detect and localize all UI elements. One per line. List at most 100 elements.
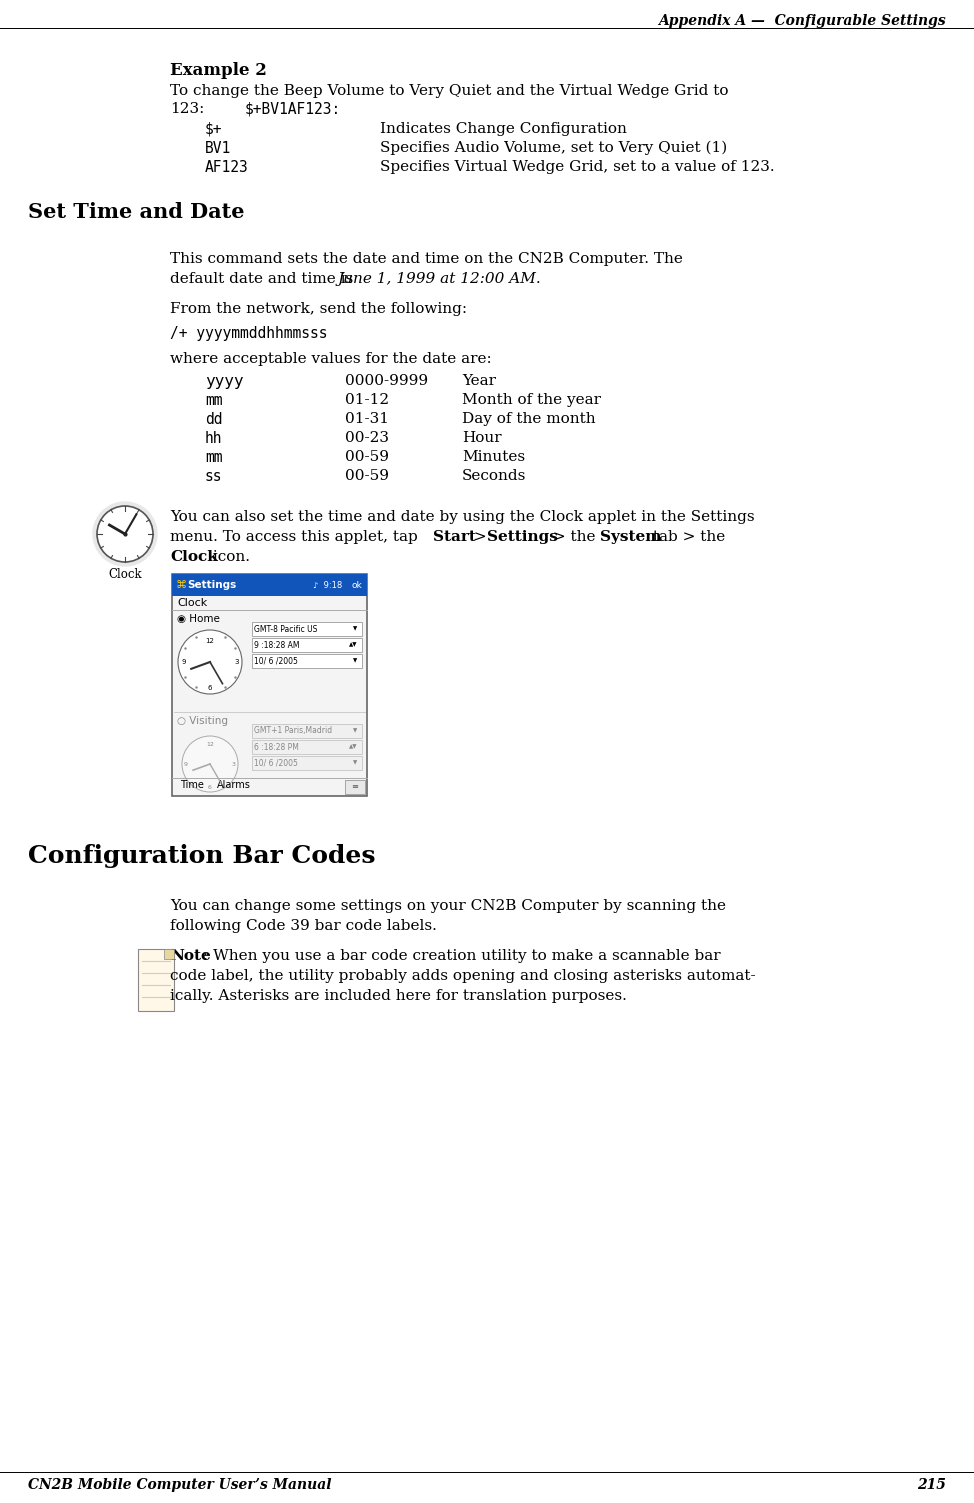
- Bar: [252, 739, 362, 755]
- Text: ically. Asterisks are included here for translation purposes.: ically. Asterisks are included here for …: [170, 989, 627, 1003]
- Text: 01-31: 01-31: [345, 412, 389, 425]
- Text: 9: 9: [184, 762, 188, 767]
- Text: From the network, send the following:: From the network, send the following:: [170, 302, 468, 316]
- Bar: [345, 780, 365, 794]
- Text: Day of the month: Day of the month: [462, 412, 596, 425]
- Text: Settings: Settings: [187, 580, 237, 591]
- Text: Seconds: Seconds: [462, 469, 526, 482]
- Text: $+: $+: [205, 122, 222, 137]
- Text: ss: ss: [205, 469, 222, 484]
- Text: Clock: Clock: [108, 568, 142, 582]
- Text: Example 2: Example 2: [170, 62, 267, 80]
- Text: BV1: BV1: [205, 141, 231, 156]
- Text: 12: 12: [206, 742, 214, 747]
- Bar: [252, 622, 362, 636]
- Text: default date and time is: default date and time is: [170, 272, 358, 286]
- Text: hh: hh: [205, 431, 222, 446]
- Text: ◉ Home: ◉ Home: [177, 615, 220, 624]
- Polygon shape: [164, 948, 174, 959]
- Text: 10/ 6 /2005: 10/ 6 /2005: [254, 657, 298, 666]
- Text: ok: ok: [352, 580, 362, 589]
- Text: ▼: ▼: [353, 658, 357, 663]
- Text: tab > the: tab > the: [648, 531, 726, 544]
- Text: System: System: [600, 531, 661, 544]
- Text: To change the Beep Volume to Very Quiet and the Virtual Wedge Grid to: To change the Beep Volume to Very Quiet …: [170, 84, 729, 98]
- Text: > the: > the: [548, 531, 600, 544]
- Text: 6 :18:28 PM: 6 :18:28 PM: [254, 742, 299, 752]
- Text: 00-59: 00-59: [345, 469, 389, 482]
- Text: 10/ 6 /2005: 10/ 6 /2005: [254, 759, 298, 768]
- Text: : When you use a bar code creation utility to make a scannable bar: : When you use a bar code creation utili…: [203, 948, 721, 963]
- Text: Start: Start: [433, 531, 476, 544]
- Bar: [138, 948, 174, 1012]
- Text: Configuration Bar Codes: Configuration Bar Codes: [28, 845, 376, 869]
- Text: GMT+1 Paris,Madrid: GMT+1 Paris,Madrid: [254, 726, 332, 735]
- Text: >: >: [469, 531, 492, 544]
- Text: 6: 6: [207, 685, 212, 691]
- Circle shape: [93, 502, 157, 567]
- Text: AF123: AF123: [205, 159, 248, 174]
- Text: Settings: Settings: [487, 531, 558, 544]
- Text: 01-12: 01-12: [345, 392, 390, 407]
- Text: yyyy: yyyy: [205, 374, 244, 389]
- Text: 3: 3: [232, 762, 236, 767]
- Text: ▲▼: ▲▼: [349, 642, 357, 648]
- Text: menu. To access this applet, tap: menu. To access this applet, tap: [170, 531, 423, 544]
- Bar: [172, 574, 367, 797]
- Text: /+ yyyymmddhhmmsss: /+ yyyymmddhhmmsss: [170, 326, 327, 341]
- Text: 9: 9: [181, 658, 185, 664]
- Text: Set Time and Date: Set Time and Date: [28, 201, 244, 222]
- Text: GMT-8 Pacific US: GMT-8 Pacific US: [254, 625, 318, 633]
- Text: Alarms: Alarms: [217, 780, 251, 791]
- Circle shape: [178, 630, 242, 694]
- Text: code label, the utility probably adds opening and closing asterisks automat-: code label, the utility probably adds op…: [170, 969, 756, 983]
- Text: 00-59: 00-59: [345, 449, 389, 464]
- Bar: [172, 574, 367, 597]
- Text: Clock: Clock: [170, 550, 218, 564]
- Text: where acceptable values for the date are:: where acceptable values for the date are…: [170, 352, 492, 367]
- Bar: [252, 637, 362, 652]
- Text: Clock: Clock: [177, 598, 207, 609]
- Text: ♪  9:18: ♪ 9:18: [313, 580, 342, 589]
- Text: ≡: ≡: [352, 783, 358, 792]
- Text: 3: 3: [235, 658, 239, 664]
- Bar: [252, 654, 362, 667]
- Text: Year: Year: [462, 374, 496, 388]
- Text: 0000-9999: 0000-9999: [345, 374, 429, 388]
- Text: Hour: Hour: [462, 431, 502, 445]
- Text: icon.: icon.: [208, 550, 250, 564]
- Text: This command sets the date and time on the CN2B Computer. The: This command sets the date and time on t…: [170, 253, 683, 266]
- Text: You can change some settings on your CN2B Computer by scanning the: You can change some settings on your CN2…: [170, 899, 726, 912]
- Text: Appendix A —  Configurable Settings: Appendix A — Configurable Settings: [658, 14, 946, 29]
- Text: June 1, 1999 at 12:00 AM.: June 1, 1999 at 12:00 AM.: [338, 272, 542, 286]
- Text: 00-23: 00-23: [345, 431, 389, 445]
- Text: CN2B Mobile Computer User’s Manual: CN2B Mobile Computer User’s Manual: [28, 1477, 331, 1492]
- Circle shape: [182, 736, 238, 792]
- Text: Month of the year: Month of the year: [462, 392, 601, 407]
- Text: Indicates Change Configuration: Indicates Change Configuration: [380, 122, 627, 135]
- Bar: [252, 724, 362, 738]
- Text: Specifies Audio Volume, set to Very Quiet (1): Specifies Audio Volume, set to Very Quie…: [380, 141, 728, 155]
- Text: Minutes: Minutes: [462, 449, 525, 464]
- Text: $+BV1AF123:: $+BV1AF123:: [245, 102, 341, 117]
- Text: You can also set the time and date by using the Clock applet in the Settings: You can also set the time and date by us…: [170, 510, 755, 525]
- Text: Note: Note: [170, 948, 210, 963]
- Text: 123:: 123:: [170, 102, 205, 116]
- Text: 215: 215: [918, 1477, 946, 1492]
- Bar: [252, 756, 362, 770]
- Text: ▲▼: ▲▼: [349, 744, 357, 750]
- Text: Specifies Virtual Wedge Grid, set to a value of 123.: Specifies Virtual Wedge Grid, set to a v…: [380, 159, 774, 174]
- Text: mm: mm: [205, 392, 222, 407]
- Text: ○ Visiting: ○ Visiting: [177, 715, 228, 726]
- Text: 12: 12: [206, 637, 214, 643]
- Text: ▼: ▼: [353, 761, 357, 765]
- Text: following Code 39 bar code labels.: following Code 39 bar code labels.: [170, 918, 437, 933]
- Text: 9 :18:28 AM: 9 :18:28 AM: [254, 640, 299, 649]
- Circle shape: [97, 507, 153, 562]
- Text: mm: mm: [205, 449, 222, 464]
- Text: Time: Time: [180, 780, 204, 791]
- Text: ▼: ▼: [353, 729, 357, 733]
- Text: ▼: ▼: [353, 627, 357, 631]
- Text: 6: 6: [208, 785, 212, 791]
- Text: ⌘: ⌘: [176, 580, 187, 591]
